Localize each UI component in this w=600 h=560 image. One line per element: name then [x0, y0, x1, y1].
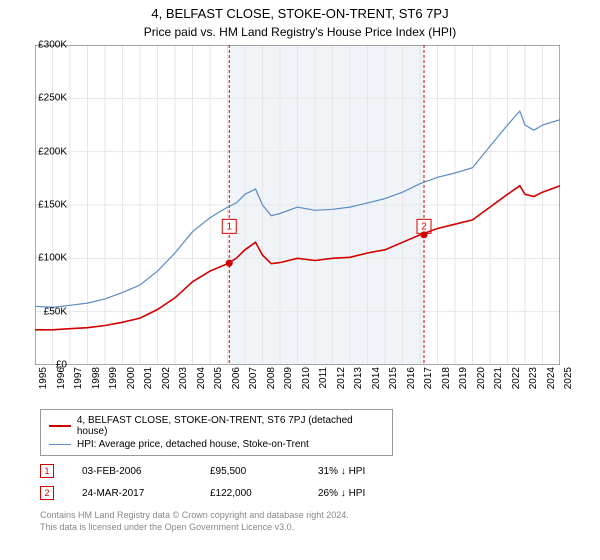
legend-swatch [49, 425, 71, 427]
x-axis-label: 2004 [196, 367, 207, 397]
footnote-line1: Contains HM Land Registry data © Crown c… [40, 510, 349, 520]
x-axis-label: 1996 [56, 367, 67, 397]
legend-label: HPI: Average price, detached house, Stok… [77, 439, 309, 450]
x-axis-label: 2008 [266, 367, 277, 397]
x-axis-label: 1997 [73, 367, 84, 397]
sale-price: £122,000 [210, 488, 290, 499]
y-axis-label: £50K [27, 306, 67, 317]
legend-box: 4, BELFAST CLOSE, STOKE-ON-TRENT, ST6 7P… [40, 409, 393, 456]
sale-row: 1 03-FEB-2006 £95,500 31% ↓ HPI [40, 464, 600, 478]
x-axis-label: 2009 [283, 367, 294, 397]
sale-row: 2 24-MAR-2017 £122,000 26% ↓ HPI [40, 486, 600, 500]
sale-diff: 31% ↓ HPI [318, 466, 365, 477]
chart-area: 12 £0£50K£100K£150K£200K£250K£300K199519… [35, 45, 595, 365]
x-axis-label: 2018 [441, 367, 452, 397]
y-axis-label: £150K [27, 200, 67, 211]
x-axis-label: 2000 [126, 367, 137, 397]
legend-item: HPI: Average price, detached house, Stok… [49, 438, 384, 451]
sale-diff: 26% ↓ HPI [318, 488, 365, 499]
x-axis-label: 2017 [423, 367, 434, 397]
sale-marker: 1 [40, 464, 54, 478]
x-axis-label: 2007 [248, 367, 259, 397]
x-axis-label: 1995 [38, 367, 49, 397]
x-axis-label: 2010 [301, 367, 312, 397]
sale-date: 24-MAR-2017 [82, 488, 182, 499]
y-axis-label: £200K [27, 146, 67, 157]
x-axis-label: 2005 [213, 367, 224, 397]
x-axis-label: 2021 [493, 367, 504, 397]
x-axis-label: 2015 [388, 367, 399, 397]
legend-item: 4, BELFAST CLOSE, STOKE-ON-TRENT, ST6 7P… [49, 414, 384, 438]
x-axis-label: 1998 [91, 367, 102, 397]
footnote-line2: This data is licensed under the Open Gov… [40, 522, 294, 532]
x-axis-label: 2011 [318, 367, 329, 397]
chart-subtitle: Price paid vs. HM Land Registry's House … [0, 21, 600, 45]
x-axis-label: 2002 [161, 367, 172, 397]
sale-date: 03-FEB-2006 [82, 466, 182, 477]
x-axis-label: 2022 [511, 367, 522, 397]
x-axis-label: 2019 [458, 367, 469, 397]
y-axis-label: £100K [27, 253, 67, 264]
x-axis-label: 2023 [528, 367, 539, 397]
x-axis-label: 2001 [143, 367, 154, 397]
svg-text:1: 1 [226, 221, 232, 232]
y-axis-label: £300K [27, 40, 67, 51]
x-axis-label: 2020 [476, 367, 487, 397]
footnote: Contains HM Land Registry data © Crown c… [40, 510, 600, 533]
x-axis-label: 2013 [353, 367, 364, 397]
sale-price: £95,500 [210, 466, 290, 477]
x-axis-label: 2003 [178, 367, 189, 397]
svg-text:2: 2 [421, 221, 427, 232]
x-axis-label: 1999 [108, 367, 119, 397]
x-axis-label: 2024 [546, 367, 557, 397]
legend-label: 4, BELFAST CLOSE, STOKE-ON-TRENT, ST6 7P… [77, 415, 384, 437]
x-axis-label: 2016 [406, 367, 417, 397]
y-axis-label: £250K [27, 93, 67, 104]
chart-svg: 12 [35, 45, 560, 365]
x-axis-label: 2012 [336, 367, 347, 397]
sale-marker: 2 [40, 486, 54, 500]
x-axis-label: 2014 [371, 367, 382, 397]
chart-title: 4, BELFAST CLOSE, STOKE-ON-TRENT, ST6 7P… [0, 0, 600, 21]
x-axis-label: 2006 [231, 367, 242, 397]
legend-swatch [49, 444, 71, 446]
x-axis-label: 2025 [563, 367, 574, 397]
